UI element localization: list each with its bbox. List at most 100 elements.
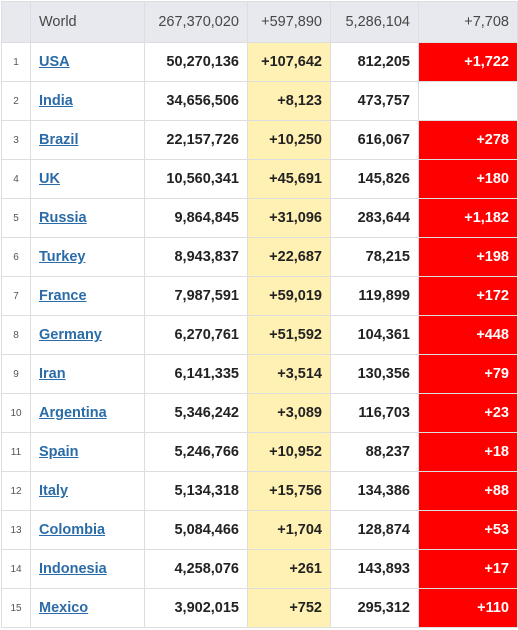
country-link[interactable]: Spain [39,444,79,460]
total-deaths-cell: 134,386 [330,471,419,511]
total-cases-cell: 6,141,335 [144,354,248,394]
new-cases-cell: +59,019 [247,276,331,316]
total-deaths-cell: 104,361 [330,315,419,355]
rank-cell: 4 [1,159,31,199]
table-row: 1 USA 50,270,136 +107,642 812,205 +1,722 [1,42,518,82]
new-cases-cell: +1,704 [247,510,331,550]
new-cases-cell: +10,250 [247,120,331,160]
table-row: 13 Colombia 5,084,466 +1,704 128,874 +53 [1,510,518,550]
table-row: 8 Germany 6,270,761 +51,592 104,361 +448 [1,315,518,355]
country-link[interactable]: Brazil [39,132,79,148]
total-deaths-cell: 283,644 [330,198,419,238]
new-deaths-cell: +180 [418,159,518,199]
country-cell: Spain [30,432,145,472]
new-deaths-cell: +88 [418,471,518,511]
country-link[interactable]: Colombia [39,522,106,538]
country-link[interactable]: Turkey [39,249,86,265]
new-deaths-cell [418,81,518,121]
new-cases-cell: +45,691 [247,159,331,199]
world-total-deaths: 5,286,104 [330,1,419,43]
rank-cell: 2 [1,81,31,121]
country-cell: UK [30,159,145,199]
country-link[interactable]: UK [39,171,60,187]
total-deaths-cell: 812,205 [330,42,419,82]
rank-cell: 5 [1,198,31,238]
country-cell: Argentina [30,393,145,433]
total-cases-cell: 10,560,341 [144,159,248,199]
table-row: 11 Spain 5,246,766 +10,952 88,237 +18 [1,432,518,472]
new-deaths-cell: +18 [418,432,518,472]
country-cell: USA [30,42,145,82]
country-cell: Germany [30,315,145,355]
country-link[interactable]: Indonesia [39,561,107,577]
total-cases-cell: 8,943,837 [144,237,248,277]
total-deaths-cell: 295,312 [330,588,419,628]
total-deaths-cell: 143,893 [330,549,419,589]
new-deaths-cell: +448 [418,315,518,355]
table-row: 6 Turkey 8,943,837 +22,687 78,215 +198 [1,237,518,277]
total-deaths-cell: 128,874 [330,510,419,550]
rank-cell: 13 [1,510,31,550]
total-deaths-cell: 116,703 [330,393,419,433]
total-cases-cell: 22,157,726 [144,120,248,160]
new-cases-cell: +3,089 [247,393,331,433]
new-deaths-cell: +79 [418,354,518,394]
new-cases-cell: +261 [247,549,331,589]
new-deaths-cell: +1,182 [418,198,518,238]
new-cases-cell: +22,687 [247,237,331,277]
world-total-cases: 267,370,020 [144,1,248,43]
total-deaths-cell: 473,757 [330,81,419,121]
total-cases-cell: 9,864,845 [144,198,248,238]
country-link[interactable]: Iran [39,366,66,382]
country-cell: Italy [30,471,145,511]
new-cases-cell: +107,642 [247,42,331,82]
table-row: 14 Indonesia 4,258,076 +261 143,893 +17 [1,549,518,589]
country-link[interactable]: India [39,93,73,109]
country-link[interactable]: USA [39,54,70,70]
world-rank-cell [1,1,31,43]
new-cases-cell: +15,756 [247,471,331,511]
rank-cell: 15 [1,588,31,628]
new-cases-cell: +8,123 [247,81,331,121]
table-row: 2 India 34,656,506 +8,123 473,757 [1,81,518,121]
table-row: 15 Mexico 3,902,015 +752 295,312 +110 [1,588,518,628]
world-new-cases: +597,890 [247,1,331,43]
table-row: 12 Italy 5,134,318 +15,756 134,386 +88 [1,471,518,511]
table-row: 9 Iran 6,141,335 +3,514 130,356 +79 [1,354,518,394]
total-deaths-cell: 616,067 [330,120,419,160]
new-deaths-cell: +110 [418,588,518,628]
new-cases-cell: +752 [247,588,331,628]
rank-cell: 8 [1,315,31,355]
new-deaths-cell: +23 [418,393,518,433]
country-cell: Russia [30,198,145,238]
total-cases-cell: 50,270,136 [144,42,248,82]
country-link[interactable]: Argentina [39,405,107,421]
country-link[interactable]: Italy [39,483,69,499]
country-cell: Iran [30,354,145,394]
total-deaths-cell: 130,356 [330,354,419,394]
total-cases-cell: 5,084,466 [144,510,248,550]
country-cell: Turkey [30,237,145,277]
country-cell: Colombia [30,510,145,550]
new-cases-cell: +31,096 [247,198,331,238]
rank-cell: 6 [1,237,31,277]
total-deaths-cell: 88,237 [330,432,419,472]
total-cases-cell: 7,987,591 [144,276,248,316]
country-link[interactable]: Germany [39,327,102,343]
country-link[interactable]: Russia [39,210,87,226]
country-cell: France [30,276,145,316]
total-cases-cell: 5,134,318 [144,471,248,511]
country-link[interactable]: France [39,288,87,304]
country-cell: Indonesia [30,549,145,589]
new-deaths-cell: +278 [418,120,518,160]
rank-cell: 10 [1,393,31,433]
country-cell: Brazil [30,120,145,160]
rank-cell: 11 [1,432,31,472]
new-deaths-cell: +17 [418,549,518,589]
country-link[interactable]: Mexico [39,600,89,616]
total-cases-cell: 3,902,015 [144,588,248,628]
country-cell: India [30,81,145,121]
new-deaths-cell: +198 [418,237,518,277]
table-row: 5 Russia 9,864,845 +31,096 283,644 +1,182 [1,198,518,238]
